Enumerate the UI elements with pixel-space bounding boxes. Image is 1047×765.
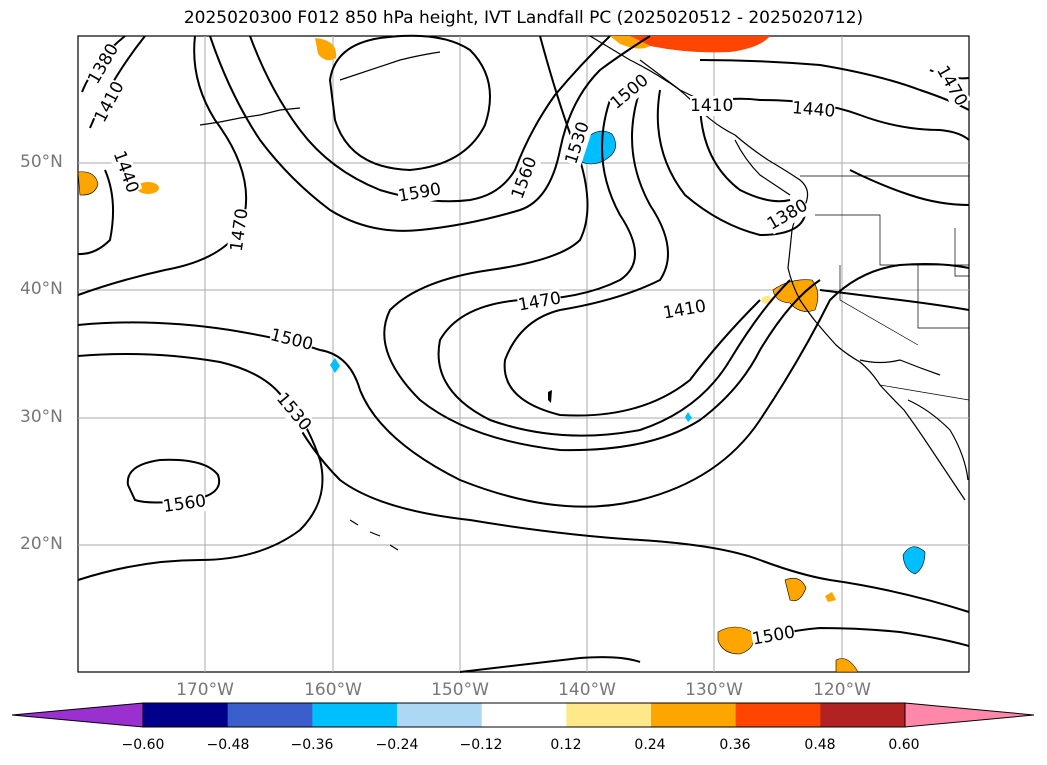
contour-label: 1410 bbox=[690, 96, 734, 116]
map-title: 2025020300 F012 850 hPa height, IVT Land… bbox=[183, 8, 864, 28]
contour-label: 1440 bbox=[791, 98, 837, 122]
lat-label-30n: 30°N bbox=[20, 407, 63, 427]
lon-label-130w: 130°W bbox=[685, 680, 743, 700]
lon-label-120w: 120°W bbox=[813, 680, 871, 700]
lon-label-160w: 160°W bbox=[304, 680, 362, 700]
colorbar-tick: −0.12 bbox=[459, 737, 503, 753]
colorbar-tick: −0.60 bbox=[121, 737, 165, 753]
colorbar-tick: 0.60 bbox=[888, 737, 920, 753]
colorbar-tick: 0.36 bbox=[719, 737, 751, 753]
lon-label-170w: 170°W bbox=[176, 680, 234, 700]
ivt-shading bbox=[77, 36, 926, 673]
colorbar-tick: 0.12 bbox=[550, 737, 582, 753]
map-frame bbox=[77, 35, 970, 673]
colorbar-tick: −0.24 bbox=[375, 737, 419, 753]
colorbar-tick: −0.48 bbox=[206, 737, 250, 753]
lon-label-140w: 140°W bbox=[558, 680, 616, 700]
colorbar-tick: 0.24 bbox=[634, 737, 666, 753]
graticule bbox=[78, 36, 969, 672]
colorbar-tick: 0.48 bbox=[804, 737, 836, 753]
lon-label-150w: 150°W bbox=[431, 680, 489, 700]
closed-low-marker bbox=[548, 390, 552, 403]
lat-label-20n: 20°N bbox=[20, 534, 63, 554]
lat-label-50n: 50°N bbox=[20, 152, 63, 172]
colorbar-tick: −0.36 bbox=[290, 737, 334, 753]
lat-label-40n: 40°N bbox=[20, 279, 63, 299]
